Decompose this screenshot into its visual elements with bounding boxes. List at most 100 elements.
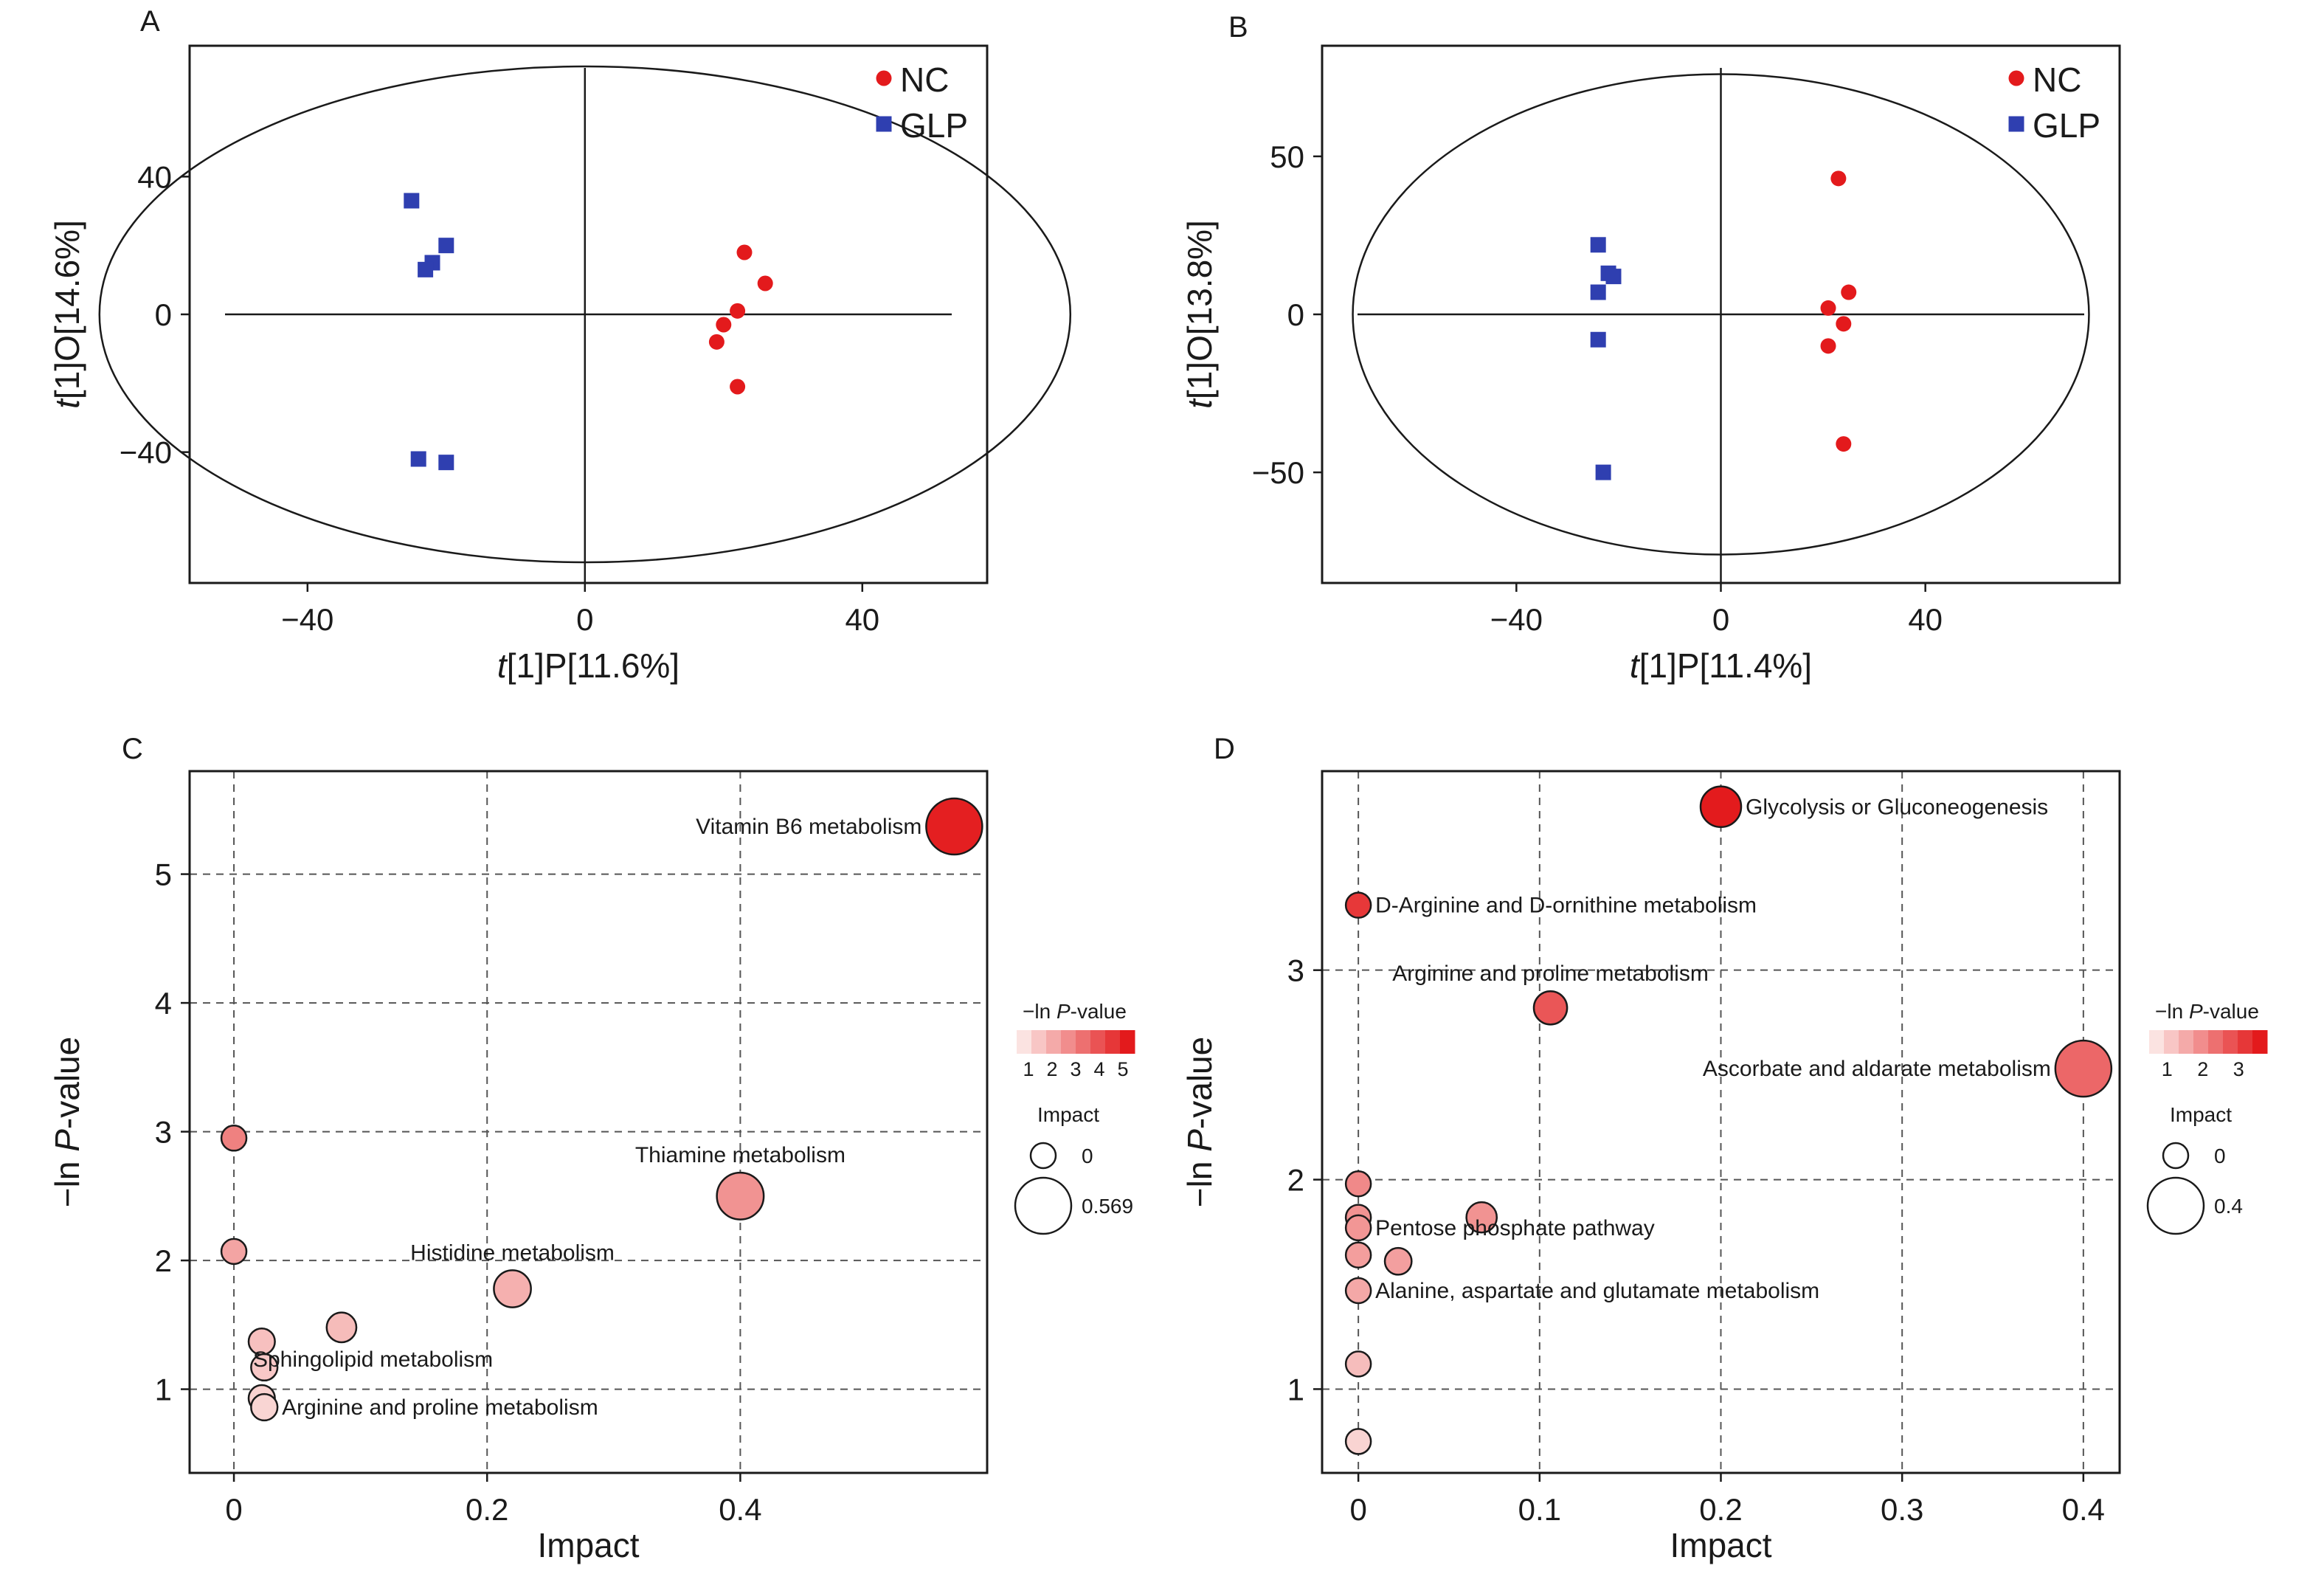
- plot-frame: [188, 770, 989, 1474]
- glp-point: [404, 193, 420, 209]
- nc-point: [716, 317, 732, 333]
- x-tick-label: 0: [576, 602, 593, 637]
- y-tick-label: 5: [155, 857, 172, 892]
- x-tick-label: −40: [281, 602, 333, 637]
- x-axis-label: t[1]P[11.4%]: [1630, 646, 1812, 685]
- pathway-bubble: [1344, 1350, 1372, 1378]
- pathway-bubble: [250, 1392, 279, 1422]
- nc-point: [730, 303, 746, 319]
- nc-point: [1820, 300, 1836, 316]
- x-axis-label: t[1]P[11.6%]: [497, 646, 679, 685]
- panel-letter-c: C: [122, 733, 143, 765]
- glp-point: [438, 455, 454, 471]
- pathway-bubble: [1344, 1241, 1372, 1269]
- pathway-bubble: [1344, 891, 1372, 919]
- pca-score-plot-b: −40 0 40 −50 0 50 NC GLP t[1]P[11.4%] t[1]O[13.8%…: [1180, 44, 2121, 685]
- pathway-label: Thiamine metabolism: [635, 1143, 845, 1167]
- y-tick-label: 1: [155, 1373, 172, 1407]
- colorbar-tick-label: 3: [1070, 1058, 1081, 1080]
- pathway-bubble: [1532, 990, 1569, 1026]
- legend-glp-marker: [2008, 116, 2024, 132]
- x-tick-label: 40: [1908, 602, 1943, 637]
- y-tick-label: −40: [120, 435, 172, 470]
- legend-glp-marker: [876, 116, 892, 132]
- colorbar-tick-label: 1: [1023, 1058, 1034, 1080]
- glp-point: [1590, 284, 1606, 300]
- y-tick-label: 3: [1287, 953, 1304, 988]
- size-legend-circle: [2146, 1176, 2205, 1235]
- nc-point: [1836, 316, 1852, 332]
- pathway-bubble: [1344, 1277, 1372, 1305]
- x-axis-label: Impact: [1670, 1526, 1771, 1564]
- x-tick-label: 0: [1712, 602, 1729, 637]
- nc-point: [708, 334, 724, 350]
- pathway-bubble: [325, 1311, 358, 1344]
- pathway-label: Pentose phosphate pathway: [1375, 1216, 1655, 1240]
- pathway-bubble: [493, 1269, 532, 1308]
- pathway-bubble: [250, 1353, 279, 1382]
- glp-point: [438, 238, 454, 254]
- colorbar-segment: [1031, 1030, 1047, 1054]
- pathway-label: D-Arginine and D-ornithine metabolism: [1375, 894, 1757, 918]
- legend-nc-marker: [2008, 70, 2024, 86]
- pathway-label: Alanine, aspartate and glutamate metabol…: [1375, 1279, 1819, 1303]
- glp-point: [1595, 464, 1611, 480]
- legend-label: GLP: [900, 106, 968, 145]
- colorbar-segment: [1046, 1030, 1062, 1054]
- y-tick-label: 4: [155, 986, 172, 1021]
- pathway-label: Glycolysis or Gluconeogenesis: [1746, 795, 2048, 819]
- nc-point: [1841, 284, 1857, 300]
- colorbar-segment: [1076, 1030, 1091, 1054]
- y-tick-label: 1: [1287, 1372, 1304, 1406]
- size-legend-circle: [2162, 1142, 2190, 1170]
- legend-label: NC: [900, 61, 949, 99]
- pathway-label: Ascorbate and aldarate metabolism: [1703, 1057, 2051, 1081]
- glp-point: [1590, 331, 1606, 348]
- colorbar-tick-label: 5: [1117, 1058, 1128, 1080]
- size-legend-label: 0.569: [1082, 1195, 1133, 1218]
- x-tick-label: 0.3: [1881, 1492, 1923, 1527]
- pathway-bubble-plot-d: 0 0.1 0.2 0.3 0.4 1 2 3 Glycolysis or Gluconeoge…: [1180, 770, 2268, 1564]
- pathway-bubble: [1699, 785, 1743, 829]
- nc-point: [1830, 170, 1847, 187]
- legend-label: GLP: [2033, 106, 2100, 145]
- pathway-bubble: [1344, 1428, 1372, 1455]
- colorbar-segment: [1017, 1030, 1032, 1054]
- y-axis-label: t[1]O[13.8%]: [1180, 220, 1219, 409]
- y-tick-label: 50: [1270, 139, 1304, 174]
- glp-point: [418, 261, 434, 277]
- x-tick-label: 0.2: [1699, 1492, 1742, 1527]
- nc-point: [1820, 338, 1836, 354]
- y-tick-label: 2: [155, 1243, 172, 1278]
- colorbar-segment: [2208, 1030, 2224, 1054]
- colorbar-tick-label: 2: [2197, 1058, 2208, 1080]
- colorbar-segment: [1120, 1030, 1135, 1054]
- legend-nc-marker: [876, 70, 892, 86]
- x-tick-label: 0.4: [2062, 1492, 2105, 1527]
- colorbar-segment: [1090, 1030, 1106, 1054]
- x-tick-label: 0.4: [719, 1492, 761, 1527]
- pathway-label: Sphingolipid metabolism: [253, 1347, 493, 1372]
- x-tick-label: 0: [225, 1492, 242, 1527]
- nc-point: [1836, 436, 1852, 452]
- glp-point: [410, 451, 426, 467]
- colorbar-segment: [1105, 1030, 1121, 1054]
- y-tick-label: 2: [1287, 1163, 1304, 1198]
- nc-point: [757, 275, 773, 291]
- glp-point: [1605, 269, 1622, 285]
- colorbar-segment: [2252, 1030, 2268, 1054]
- nc-point: [730, 379, 746, 395]
- x-tick-label: 0.1: [1518, 1492, 1561, 1527]
- y-tick-label: −50: [1252, 455, 1304, 490]
- pca-score-plot-a: −40 0 40−40040NCGLPt[1]P[11.6%]t[1]O[14.6%…: [48, 44, 1072, 685]
- size-legend-title: Impact: [2170, 1103, 2232, 1126]
- pathway-bubble: [716, 1171, 765, 1221]
- y-tick-label: 0: [155, 297, 172, 332]
- colorbar-segment: [2164, 1030, 2179, 1054]
- pathway-bubble: [1344, 1170, 1372, 1198]
- pathway-bubble: [1383, 1246, 1413, 1276]
- x-axis-label: Impact: [537, 1526, 639, 1564]
- x-tick-label: 0.2: [466, 1492, 508, 1527]
- colorbar-tick-label: 3: [2233, 1058, 2244, 1080]
